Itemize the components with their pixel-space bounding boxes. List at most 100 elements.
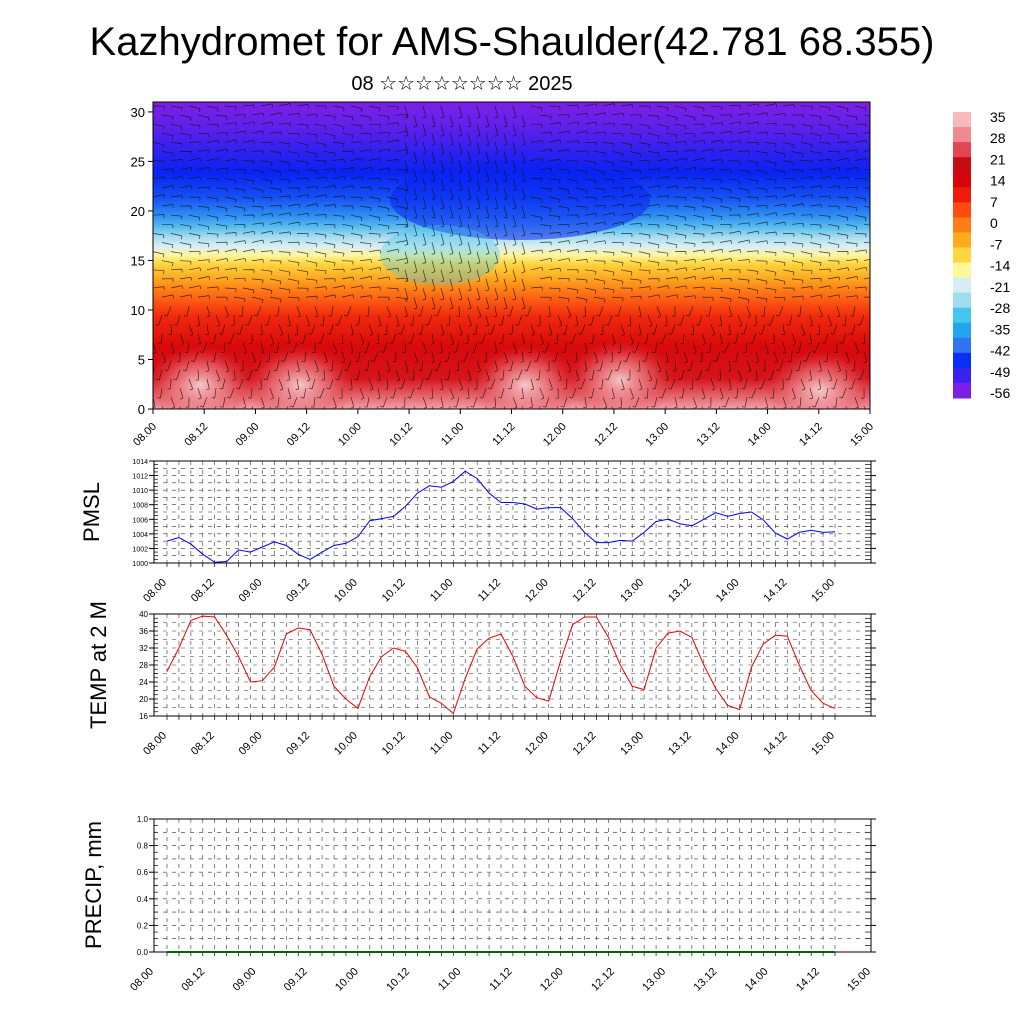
pmsl-xtick-label: 10.00 xyxy=(332,577,360,605)
pmsl-ylabel: PMSL xyxy=(79,482,104,542)
pmsl-xtick-label: 09.00 xyxy=(237,577,265,605)
colorbar-swatch xyxy=(953,337,971,354)
heatmap-xtick-label: 08.00 xyxy=(131,421,159,449)
temp-panel: 16 20 24 28 32 36 40 08.00 08.12 09.00 09.12 10.00 1… xyxy=(86,601,876,758)
colorbar-swatch xyxy=(953,112,971,128)
precip-xtick-label: 11.00 xyxy=(436,966,463,993)
colorbar-label: -28 xyxy=(990,300,1010,316)
temp-ytick-label: 32 xyxy=(139,644,148,653)
pmsl-xtick-label: 13.12 xyxy=(666,577,694,605)
colorbar-label: -14 xyxy=(990,258,1010,274)
pmsl-ytick-label: 1006 xyxy=(132,517,148,524)
timeseries-panels: 1000 1002 1004 1006 1008 1010 1012 1014 08.00 08.… xyxy=(79,459,876,994)
pmsl-panel: 1000 1002 1004 1006 1008 1010 1012 1014 08.00 08.… xyxy=(79,459,876,605)
colorbar-swatch xyxy=(953,172,971,188)
precip-xtick-label: 09.12 xyxy=(282,966,310,994)
temp-ytick-label: 24 xyxy=(139,678,148,687)
colorbar-swatch xyxy=(953,187,971,203)
colorbar-swatch xyxy=(953,307,971,324)
colorbar-label: -42 xyxy=(990,343,1010,359)
precip-xtick-label: 13.12 xyxy=(692,966,720,994)
precip-xtick-label: 12.00 xyxy=(538,966,566,994)
colorbar-swatch xyxy=(953,367,971,384)
pmsl-ytick-label: 1002 xyxy=(132,546,148,553)
colorbar-swatch xyxy=(953,322,971,339)
hot-spot-3 xyxy=(565,340,675,409)
temp-xtick-label: 14.12 xyxy=(761,730,789,758)
pmsl-xtick-label: 14.00 xyxy=(714,577,742,605)
heatmap-xtick-label: 12.12 xyxy=(592,421,620,449)
heatmap-xtick-label: 13.00 xyxy=(643,421,671,449)
pmsl-xtick-label: 14.12 xyxy=(761,577,789,605)
heatmap-ytick-label: 5 xyxy=(138,352,145,367)
precip-panel: 0.0 0.2 0.4 0.6 0.8 1.0 08.00 08.12 09.00 09.12 10… xyxy=(81,815,876,994)
colorbar-label: 7 xyxy=(990,194,998,210)
pmsl-xtick-label: 09.12 xyxy=(284,577,312,605)
cool-tongue xyxy=(380,225,500,285)
pmsl-xtick-label: 11.00 xyxy=(428,577,455,604)
temp-xtick-label: 13.12 xyxy=(666,730,694,758)
heatmap-ytick-label: 15 xyxy=(131,253,145,268)
temp-ytick-label: 36 xyxy=(139,627,148,636)
heatmap-xtick-label: 13.12 xyxy=(695,421,723,449)
colorbar-swatch xyxy=(953,262,971,279)
temp-series-line xyxy=(166,615,836,715)
cross-section-chart: 0 5 10 15 20 25 30 08.00 08.12 09.00 09.12 10.00 10.… xyxy=(131,101,876,449)
colorbar-swatch xyxy=(953,247,971,264)
hot-spot-0 xyxy=(153,345,255,409)
precip-xtick-label: 10.00 xyxy=(333,966,361,994)
pmsl-xtick-label: 12.12 xyxy=(571,577,599,605)
pmsl-ytick-label: 1000 xyxy=(132,561,148,568)
precip-xtick-label: 14.12 xyxy=(794,966,822,994)
pmsl-xtick-label: 15.00 xyxy=(809,577,837,605)
precip-ytick-label: 0.8 xyxy=(137,842,149,851)
heatmap-xtick-label: 11.12 xyxy=(490,421,517,448)
streamline-path xyxy=(153,103,870,409)
colorbar-swatch xyxy=(953,382,971,399)
colorbar-swatch xyxy=(953,142,971,158)
colorbar-label: -21 xyxy=(990,279,1010,295)
colorbar-label: 14 xyxy=(990,173,1006,189)
precip-grid xyxy=(154,818,871,953)
heatmap-ytick-label: 0 xyxy=(138,402,145,417)
colorbar-swatch xyxy=(953,232,971,248)
colorbar-swatch xyxy=(953,277,971,294)
temp-xtick-label: 10.00 xyxy=(332,730,360,758)
precip-xtick-label: 08.00 xyxy=(128,966,156,994)
heatmap-xtick-label: 14.00 xyxy=(746,421,774,449)
heatmap-ytick-label: 20 xyxy=(131,204,145,219)
pmsl-ytick-label: 1004 xyxy=(132,532,148,539)
colorbar-swatch xyxy=(953,217,971,233)
precip-xtick-label: 12.12 xyxy=(589,966,617,994)
heatmap-xtick-label: 11.00 xyxy=(439,421,466,448)
temp-ytick-label: 40 xyxy=(139,610,148,619)
colorbar-swatch xyxy=(953,352,971,369)
precip-xtick-label: 13.00 xyxy=(640,966,668,994)
precip-ytick-label: 0.0 xyxy=(137,948,149,957)
precip-xtick-label: 11.12 xyxy=(487,966,514,993)
temp-xtick-label: 15.00 xyxy=(809,730,837,758)
colorbar-swatch xyxy=(953,127,971,143)
heatmap-xtick-label: 10.12 xyxy=(387,421,415,449)
pmsl-series-line xyxy=(166,470,836,563)
heatmap-ytick-label: 10 xyxy=(131,303,145,318)
temp-xtick-label: 08.12 xyxy=(189,730,217,758)
temp-grid xyxy=(154,613,871,717)
heatmap-ytick-label: 30 xyxy=(131,105,145,120)
wind-streamlines xyxy=(153,103,870,409)
heatmap-xtick-label: 15.00 xyxy=(848,421,876,449)
pmsl-xtick-label: 11.12 xyxy=(476,577,503,604)
colorbar-label: 0 xyxy=(990,215,998,231)
colorbar: 35 28 21 14 7 0 -7 -14 -21 -28 -35 -42 -49 -56 xyxy=(953,109,1010,401)
temp-xtick-label: 14.00 xyxy=(714,730,742,758)
temp-xtick-label: 13.00 xyxy=(618,730,646,758)
precip-ytick-label: 0.6 xyxy=(137,868,149,877)
precip-ytick-label: 0.2 xyxy=(137,921,149,930)
heatmap-ytick-label: 25 xyxy=(131,154,145,169)
heatmap-xtick-label: 08.12 xyxy=(182,421,210,449)
temp-ytick-label: 28 xyxy=(139,661,148,670)
colorbar-label: -35 xyxy=(990,321,1010,337)
colorbar-label: -49 xyxy=(990,364,1010,380)
pmsl-xtick-label: 13.00 xyxy=(618,577,646,605)
